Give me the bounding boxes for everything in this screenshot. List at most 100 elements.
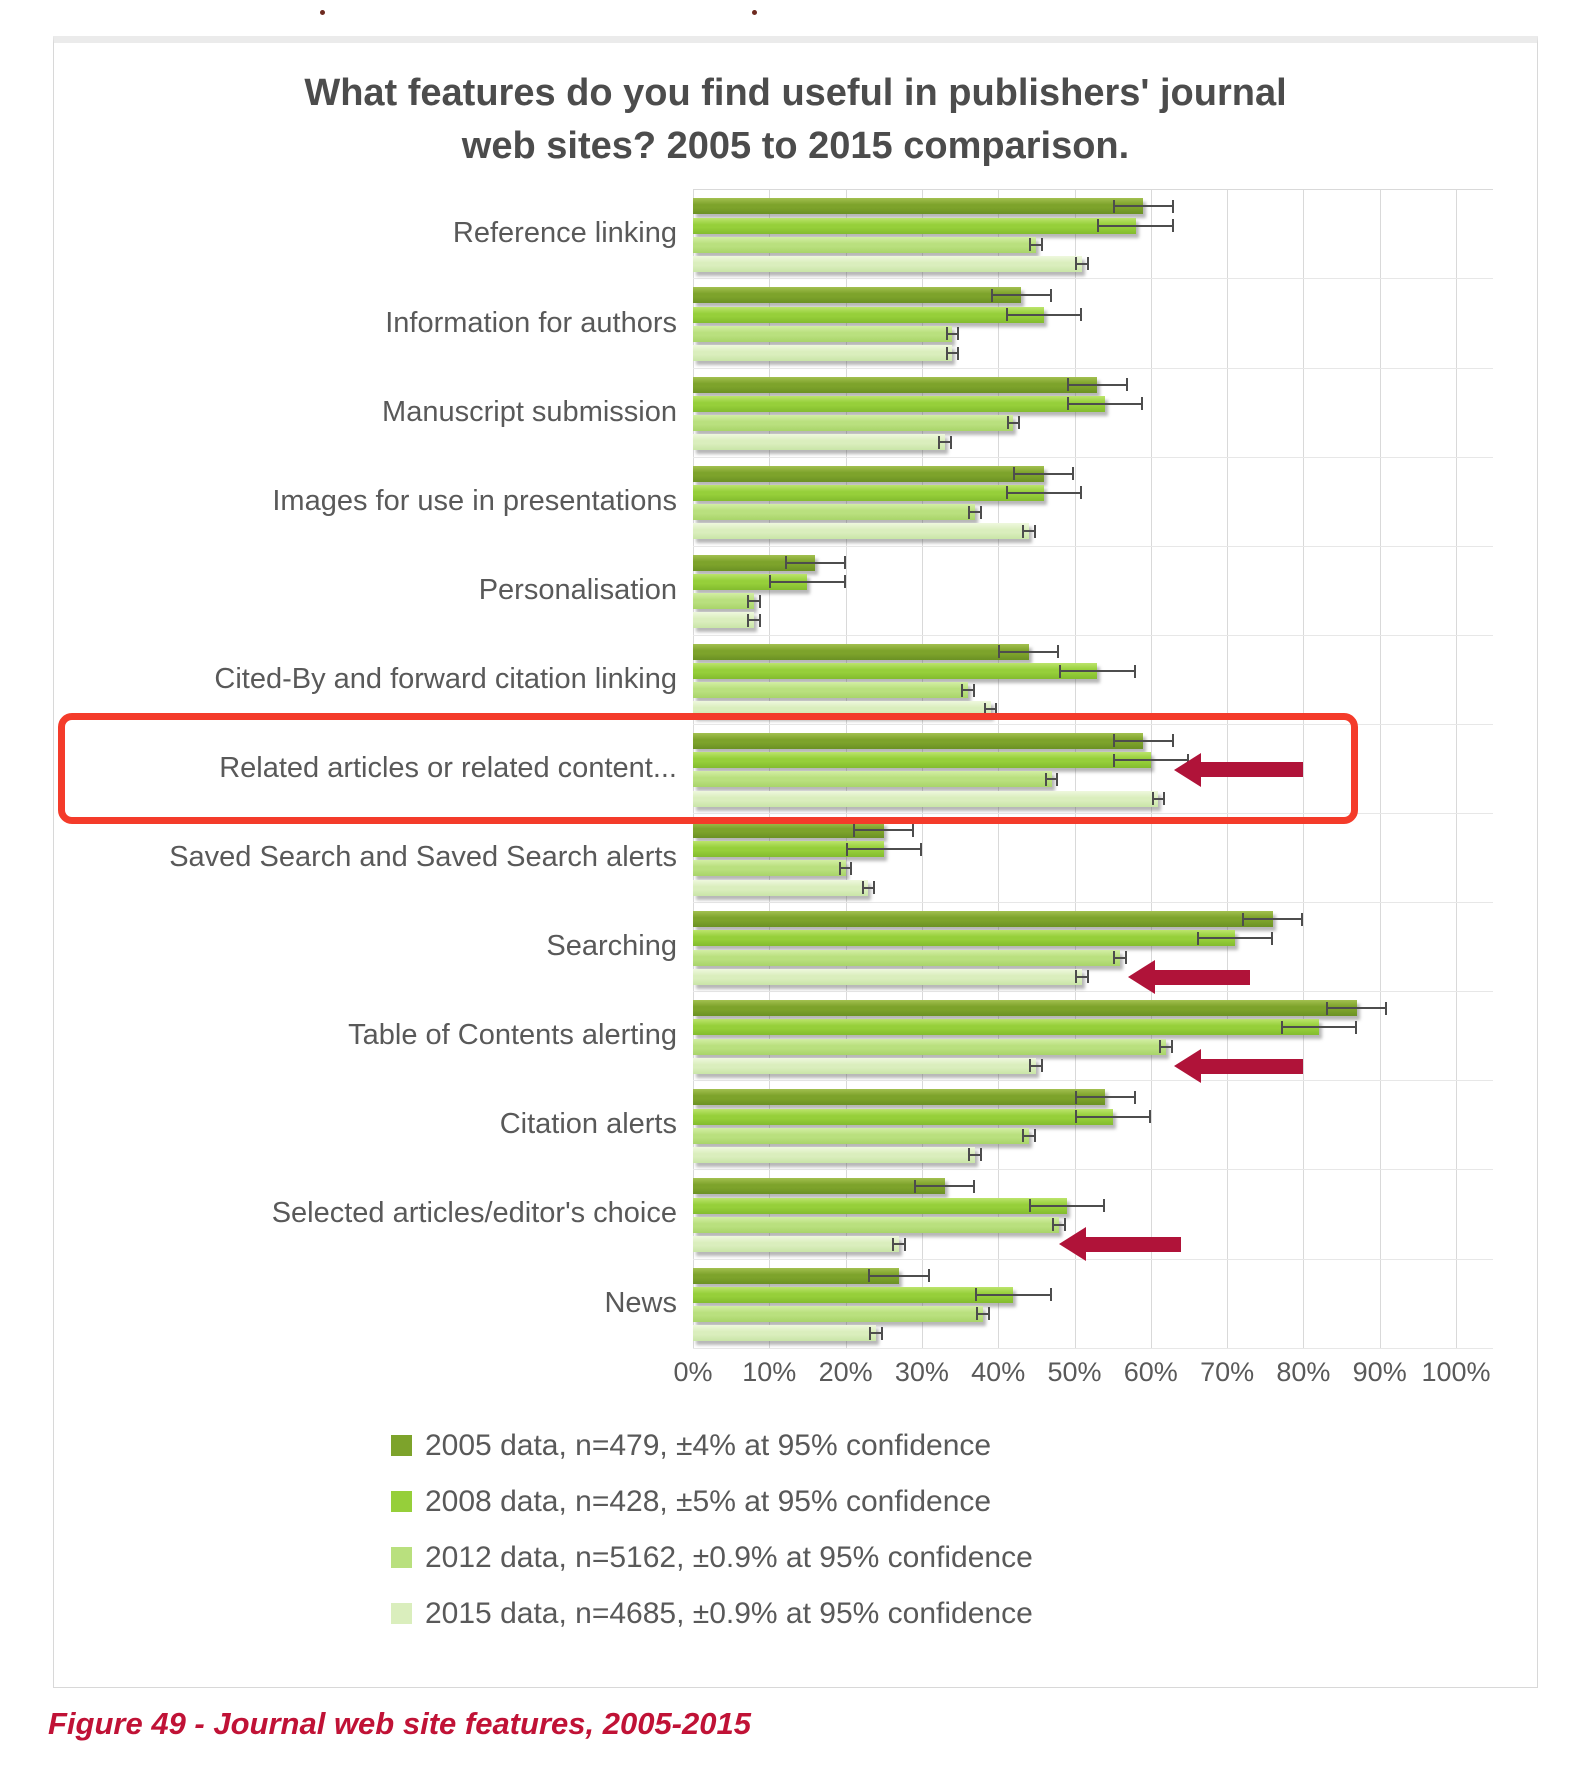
error-bar bbox=[784, 556, 846, 570]
category-label: Personalisation bbox=[478, 573, 677, 606]
gridline bbox=[1379, 190, 1381, 1349]
bar-2008 bbox=[693, 1108, 1113, 1125]
x-tick: 90% bbox=[1352, 1356, 1407, 1387]
bar-chart: Reference linking Information for authors… bbox=[54, 189, 1537, 1349]
error-bar bbox=[945, 346, 960, 360]
error-bar bbox=[1196, 931, 1273, 945]
legend: 2005 data, n=479, ±4% at 95% confidence 2… bbox=[391, 1429, 1537, 1631]
category-label: News bbox=[604, 1286, 677, 1319]
category-label: Selected articles/editor's choice bbox=[271, 1197, 677, 1230]
bar-2008 bbox=[693, 306, 1044, 323]
bar-group bbox=[693, 458, 1493, 547]
bar-2015 bbox=[693, 434, 945, 451]
arrow-shaft bbox=[1152, 969, 1250, 985]
gridline bbox=[1150, 190, 1152, 1349]
error-bar bbox=[1112, 734, 1174, 748]
error-bar bbox=[853, 823, 915, 837]
gridline bbox=[693, 190, 694, 1349]
error-bar bbox=[1052, 1218, 1067, 1232]
category-label: Cited-By and forward citation linking bbox=[214, 662, 677, 695]
legend-swatch bbox=[391, 1547, 412, 1569]
gridline bbox=[1074, 190, 1076, 1349]
bar-2012 bbox=[693, 860, 846, 877]
x-tick: 20% bbox=[818, 1356, 873, 1387]
category-label: Related articles or related content... bbox=[219, 751, 677, 784]
chart-title: What features do you find useful in publ… bbox=[54, 43, 1537, 173]
bar-2015 bbox=[693, 1057, 1037, 1074]
plot-area bbox=[693, 189, 1493, 1349]
bar-2012 bbox=[693, 682, 968, 699]
bar-group bbox=[693, 725, 1493, 815]
legend-item: 2005 data, n=479, ±4% at 95% confidence bbox=[391, 1429, 1537, 1463]
bar-2008 bbox=[693, 1019, 1319, 1036]
error-bar bbox=[868, 1269, 930, 1282]
error-bar bbox=[1113, 951, 1128, 965]
x-tick: 40% bbox=[971, 1356, 1026, 1387]
gridline bbox=[1456, 190, 1457, 1349]
bar-group bbox=[693, 636, 1493, 725]
error-bar bbox=[861, 881, 876, 895]
error-bar bbox=[1006, 416, 1021, 430]
bar-2012 bbox=[693, 1127, 1029, 1144]
bar-2005 bbox=[693, 287, 1022, 304]
bar-2005 bbox=[693, 643, 1029, 660]
error-bar bbox=[1021, 524, 1036, 538]
bar-group bbox=[693, 1260, 1493, 1349]
error-bar bbox=[960, 683, 975, 697]
bar-2005 bbox=[693, 1267, 899, 1284]
error-bar bbox=[1242, 912, 1304, 926]
chart-title-line1: What features do you find useful in publ… bbox=[304, 72, 1287, 114]
error-bar bbox=[1029, 238, 1044, 252]
gridline bbox=[769, 190, 771, 1349]
x-tick: 60% bbox=[1123, 1356, 1178, 1387]
category-label: Reference linking bbox=[452, 217, 677, 250]
red-arrow-annotation bbox=[1059, 1227, 1182, 1262]
error-bar bbox=[1029, 1059, 1044, 1073]
category-label: Searching bbox=[546, 930, 677, 963]
bar-2012 bbox=[693, 414, 1014, 431]
error-bar bbox=[983, 702, 998, 716]
bar-2012 bbox=[693, 325, 953, 342]
bar-2005 bbox=[693, 1089, 1106, 1106]
bar-2008 bbox=[693, 663, 1098, 680]
error-bar bbox=[914, 1179, 976, 1193]
error-bar bbox=[1044, 772, 1059, 786]
error-bar bbox=[892, 1237, 906, 1251]
error-bar bbox=[1059, 664, 1136, 678]
error-bar bbox=[869, 1326, 883, 1340]
error-bar bbox=[1021, 1129, 1036, 1143]
bar-group bbox=[693, 279, 1493, 369]
error-bar bbox=[1159, 1040, 1173, 1054]
error-bar bbox=[998, 645, 1060, 659]
arrow-head-icon bbox=[1059, 1227, 1087, 1262]
bar-2008 bbox=[693, 841, 884, 858]
legend-item: 2012 data, n=5162, ±0.9% at 95% confiden… bbox=[391, 1541, 1537, 1575]
bar-group bbox=[693, 1081, 1493, 1171]
x-tick: 70% bbox=[1200, 1356, 1255, 1387]
category-label: Citation alerts bbox=[499, 1108, 677, 1141]
error-bar bbox=[1013, 467, 1075, 481]
error-bar bbox=[1075, 257, 1089, 271]
bar-2005 bbox=[693, 1000, 1357, 1017]
error-bar bbox=[945, 327, 960, 341]
bar-2008 bbox=[693, 930, 1235, 947]
highlight-box bbox=[58, 712, 1358, 825]
legend-item: 2008 data, n=428, ±5% at 95% confidence bbox=[391, 1485, 1537, 1519]
error-bar bbox=[1028, 1199, 1106, 1213]
error-bar bbox=[968, 1148, 983, 1162]
category-label: Table of Contents alerting bbox=[348, 1019, 677, 1052]
legend-swatch bbox=[391, 1491, 412, 1513]
error-bar bbox=[1097, 219, 1174, 233]
gridline bbox=[1303, 190, 1305, 1349]
legend-label: 2015 data, n=4685, ±0.9% at 95% confiden… bbox=[425, 1596, 1033, 1630]
error-bar bbox=[968, 505, 983, 519]
x-tick: 10% bbox=[742, 1356, 797, 1387]
bar-2012 bbox=[693, 236, 1037, 253]
error-bar bbox=[747, 594, 761, 608]
bar-2015 bbox=[693, 879, 869, 896]
bar-2008 bbox=[693, 1286, 1014, 1303]
red-arrow-annotation bbox=[1173, 1049, 1304, 1084]
error-bar bbox=[1112, 199, 1174, 213]
error-bar bbox=[838, 861, 853, 875]
bar-2012 bbox=[693, 1305, 983, 1322]
